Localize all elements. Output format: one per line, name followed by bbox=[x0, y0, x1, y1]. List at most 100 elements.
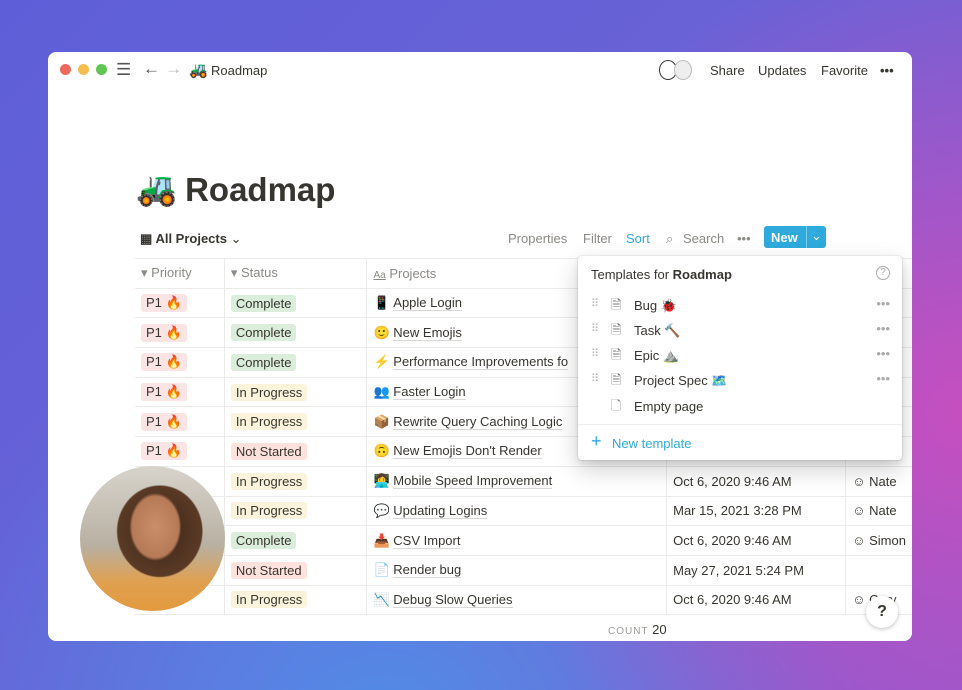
new-template-button[interactable]: + New template bbox=[578, 431, 902, 456]
template-item[interactable]: ⠿ 🗎 Epic ⛰️ ••• bbox=[578, 343, 902, 368]
priority-cell[interactable]: P1 🔥 bbox=[135, 347, 225, 378]
template-item[interactable]: ⠿ 🗎 Bug 🐞 ••• bbox=[578, 293, 902, 318]
filter-button[interactable]: Filter bbox=[583, 231, 612, 246]
status-tag: In Progress bbox=[230, 472, 308, 490]
page-title-text[interactable]: Roadmap bbox=[185, 170, 336, 208]
project-title[interactable]: Apple Login bbox=[393, 295, 462, 312]
date-cell[interactable]: Oct 6, 2020 9:46 AM bbox=[666, 465, 847, 496]
status-cell[interactable]: Complete bbox=[224, 317, 368, 348]
status-cell[interactable]: Not Started bbox=[224, 554, 368, 586]
column-header-status[interactable]: ▾ Status bbox=[224, 258, 368, 289]
table-row[interactable]: In Progress 📉 Debug Slow Queries Oct 6, … bbox=[135, 584, 912, 616]
person-cell[interactable]: ☺ Nate bbox=[845, 465, 912, 496]
video-call-bubble[interactable] bbox=[80, 466, 225, 611]
search-button[interactable]: Search bbox=[683, 231, 725, 246]
status-cell[interactable]: In Progress bbox=[224, 376, 368, 407]
priority-tag: P1 🔥 bbox=[141, 353, 187, 372]
person-name: Simon bbox=[869, 533, 906, 549]
select-icon: ▾ bbox=[230, 265, 238, 281]
more-options-button[interactable]: ••• bbox=[880, 63, 894, 78]
new-button[interactable]: New ⌄ bbox=[764, 226, 826, 248]
help-circle-icon[interactable]: ? bbox=[876, 266, 890, 280]
person-cell[interactable]: ☺ Nate bbox=[845, 495, 912, 526]
forward-arrow-icon[interactable]: → bbox=[165, 59, 182, 78]
new-dropdown-chevron-icon[interactable]: ⌄ bbox=[811, 228, 822, 243]
project-cell[interactable]: 👩‍💻 Mobile Speed Improvement bbox=[366, 465, 668, 496]
favorite-button[interactable]: Favorite bbox=[821, 63, 868, 78]
project-title[interactable]: New Emojis Don't Render bbox=[393, 443, 542, 460]
breadcrumb-title[interactable]: Roadmap bbox=[211, 63, 268, 78]
project-icon: ⚡ bbox=[373, 354, 390, 370]
view-label: All Projects bbox=[155, 231, 227, 246]
properties-button[interactable]: Properties bbox=[508, 231, 568, 246]
table-row[interactable]: Not Started 📄 Render bug May 27, 2021 5:… bbox=[135, 554, 912, 586]
close-window-button[interactable] bbox=[60, 64, 71, 75]
drag-handle-icon[interactable]: ⠿ bbox=[591, 373, 600, 385]
project-cell[interactable]: 💬 Updating Logins bbox=[366, 495, 668, 526]
template-item[interactable]: ⠿ 🗎 Project Spec 🗺️ ••• bbox=[578, 368, 902, 393]
date-cell[interactable]: Oct 6, 2020 9:46 AM bbox=[666, 584, 847, 616]
page-emoji-icon[interactable]: 🚜 bbox=[136, 170, 178, 207]
project-title[interactable]: CSV Import bbox=[393, 532, 461, 549]
share-button[interactable]: Share bbox=[710, 63, 745, 78]
status-cell[interactable]: Complete bbox=[224, 525, 368, 556]
count-label: COUNT bbox=[608, 626, 649, 637]
priority-cell[interactable]: P1 🔥 bbox=[135, 376, 225, 407]
project-cell[interactable]: 📥 CSV Import bbox=[366, 525, 668, 556]
more-view-options-button[interactable]: ••• bbox=[737, 231, 751, 246]
priority-cell[interactable]: P1 🔥 bbox=[135, 317, 225, 348]
project-cell[interactable]: 📉 Debug Slow Queries bbox=[366, 584, 668, 616]
person-cell[interactable] bbox=[845, 554, 912, 586]
template-more-icon[interactable]: ••• bbox=[876, 371, 890, 386]
updates-button[interactable]: Updates bbox=[758, 63, 807, 78]
status-cell[interactable]: Complete bbox=[224, 287, 368, 318]
status-cell[interactable]: Not Started bbox=[224, 436, 368, 467]
priority-cell[interactable]: P1 🔥 bbox=[135, 406, 225, 437]
column-label: Priority bbox=[151, 265, 192, 281]
template-more-icon[interactable]: ••• bbox=[876, 296, 890, 311]
project-title[interactable]: New Emojis bbox=[393, 324, 462, 341]
minimize-window-button[interactable] bbox=[78, 64, 89, 75]
priority-cell[interactable]: P1 🔥 bbox=[135, 287, 225, 318]
drag-handle-icon[interactable]: ⠿ bbox=[591, 298, 600, 310]
template-empty-page[interactable]: 🗋 Empty page bbox=[578, 394, 902, 419]
table-row[interactable]: In Progress 👩‍💻 Mobile Speed Improvement… bbox=[135, 465, 912, 496]
column-header-priority[interactable]: ▾ Priority bbox=[135, 258, 225, 289]
help-button[interactable]: ? bbox=[866, 596, 898, 628]
project-title[interactable]: Rewrite Query Caching Logic bbox=[393, 413, 563, 430]
drag-handle-icon[interactable]: ⠿ bbox=[591, 348, 600, 360]
table-row[interactable]: Complete 📥 CSV Import Oct 6, 2020 9:46 A… bbox=[135, 525, 912, 556]
project-cell[interactable]: 📄 Render bug bbox=[366, 554, 668, 586]
date-cell[interactable]: Mar 15, 2021 3:28 PM bbox=[666, 495, 847, 526]
project-title[interactable]: Performance Improvements fo bbox=[393, 354, 569, 371]
search-icon[interactable]: ⌕ bbox=[666, 231, 674, 246]
maximize-window-button[interactable] bbox=[96, 64, 107, 75]
status-tag: In Progress bbox=[230, 591, 308, 609]
status-cell[interactable]: In Progress bbox=[224, 406, 368, 437]
template-item[interactable]: ⠿ 🗎 Task 🔨 ••• bbox=[578, 318, 902, 343]
project-title[interactable]: Debug Slow Queries bbox=[393, 591, 513, 608]
project-title[interactable]: Faster Login bbox=[393, 384, 466, 401]
status-cell[interactable]: In Progress bbox=[224, 465, 368, 496]
sort-button[interactable]: Sort bbox=[626, 231, 650, 246]
status-cell[interactable]: In Progress bbox=[224, 584, 368, 616]
date-cell[interactable]: May 27, 2021 5:24 PM bbox=[666, 554, 847, 586]
avatar[interactable] bbox=[674, 60, 692, 80]
project-title[interactable]: Render bug bbox=[393, 562, 462, 579]
template-label: Bug 🐞 bbox=[634, 298, 677, 313]
template-more-icon[interactable]: ••• bbox=[876, 321, 890, 336]
project-title[interactable]: Updating Logins bbox=[393, 502, 488, 519]
drag-handle-icon[interactable]: ⠿ bbox=[591, 323, 600, 335]
date-cell[interactable]: Oct 6, 2020 9:46 AM bbox=[666, 525, 847, 556]
project-title[interactable]: Mobile Speed Improvement bbox=[393, 473, 553, 490]
template-more-icon[interactable]: ••• bbox=[876, 346, 890, 361]
priority-cell[interactable]: P1 🔥 bbox=[135, 436, 225, 467]
view-selector[interactable]: ▦ All Projects ⌄ bbox=[140, 231, 242, 247]
status-cell[interactable]: In Progress bbox=[224, 495, 368, 526]
back-arrow-icon[interactable]: ← bbox=[143, 59, 160, 78]
menu-icon[interactable]: ☰ bbox=[116, 60, 132, 79]
person-cell[interactable]: ☺ Simon bbox=[845, 525, 912, 556]
table-row[interactable]: In Progress 💬 Updating Logins Mar 15, 20… bbox=[135, 495, 912, 526]
status-cell[interactable]: Complete bbox=[224, 347, 368, 378]
project-icon: 📥 bbox=[373, 532, 390, 548]
